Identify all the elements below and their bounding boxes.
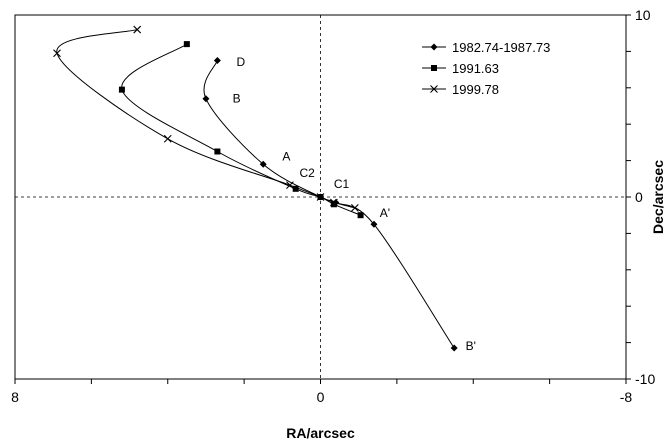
series-3 [53, 25, 359, 212]
series-2-point [118, 86, 125, 93]
legend-marker-3 [430, 85, 438, 93]
series-1-point [202, 95, 210, 103]
series-3-point [286, 181, 294, 190]
series-2-point [183, 41, 190, 48]
annotation-label: A [282, 150, 290, 164]
annotation-label: C2 [299, 166, 315, 180]
x-tick-label: 8 [11, 389, 19, 405]
series-3-point [133, 25, 142, 34]
annotation-label: A' [380, 206, 390, 220]
annotation-label: C1 [334, 177, 350, 191]
y-tick-label: -10 [635, 371, 655, 387]
y-axis-title: Dec/arcsec [650, 160, 666, 234]
x-tick-label: -8 [620, 389, 633, 405]
series-2-point [292, 185, 299, 192]
annotation-label: B [233, 91, 241, 105]
series-3-point [329, 198, 338, 207]
y-tick-label: 10 [635, 7, 651, 23]
x-axis-title: RA/arcsec [286, 425, 355, 441]
y-tick-label: 0 [635, 189, 643, 205]
annotation-label: D [236, 55, 245, 69]
series-2-point [357, 212, 364, 219]
series-1-point [450, 344, 458, 352]
legend-marker-2 [431, 65, 437, 71]
series-1 [202, 57, 458, 352]
series-3-line [56, 29, 355, 209]
series-1-point [370, 220, 378, 228]
series-2-point [330, 201, 337, 208]
series-1-line [203, 60, 455, 349]
legend: 1982.74-1987.73 1991.63 1999.78 [422, 40, 550, 97]
series-2-line [121, 43, 361, 216]
x-tick-label: 0 [317, 389, 325, 405]
series-1-point [259, 160, 267, 168]
series-3-point [163, 134, 172, 143]
legend-label-1: 1982.74-1987.73 [452, 40, 550, 55]
series-3-point [350, 204, 359, 212]
series-1-point [213, 57, 221, 64]
annotation-label: B' [466, 339, 476, 353]
series-2-point [214, 148, 221, 155]
legend-label-3: 1999.78 [452, 82, 499, 97]
legend-label-2: 1991.63 [452, 61, 499, 76]
series-3-point [53, 49, 61, 58]
legend-marker-1 [430, 43, 438, 51]
